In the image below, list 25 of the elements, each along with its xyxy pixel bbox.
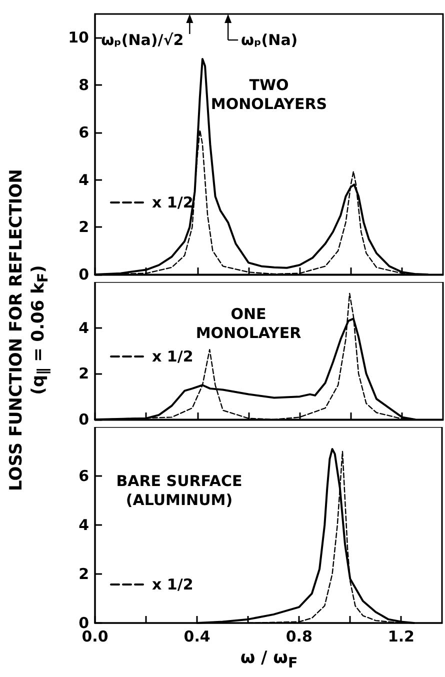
x-tick-label: 0.0 bbox=[82, 628, 108, 646]
y-tick-label: 2 bbox=[78, 364, 89, 383]
x-tick-label: 0.8 bbox=[286, 628, 312, 646]
annotation: ωₚ(Na) bbox=[241, 31, 298, 49]
x-tick-label: 1.2 bbox=[388, 628, 414, 646]
annotation: ONE MONOLAYER bbox=[196, 304, 302, 342]
legend-label: x 1/2 bbox=[152, 194, 194, 212]
annotation: ωₚ(Na)/√2 bbox=[101, 31, 184, 49]
y-tick-label: 0 bbox=[78, 266, 89, 284]
y-tick-label: 6 bbox=[78, 467, 89, 485]
y-tick-label: 4 bbox=[78, 516, 89, 534]
y-tick-label: 8 bbox=[78, 76, 89, 94]
y-tick-label: 6 bbox=[78, 123, 89, 142]
annotation: TWO MONOLAYERS bbox=[210, 76, 328, 114]
y-tick-label: 4 bbox=[78, 318, 89, 337]
x-tick-label: 0.4 bbox=[184, 628, 210, 646]
y-tick-label: 10 bbox=[68, 28, 89, 47]
y-tick-label: 2 bbox=[78, 565, 89, 583]
y-tick-label: 0 bbox=[78, 410, 89, 428]
legend-label: x 1/2 bbox=[152, 576, 194, 594]
x-axis-title: ω / ω$_{F}$ bbox=[239, 648, 299, 672]
y-tick-label: 2 bbox=[78, 218, 89, 236]
legend-label: x 1/2 bbox=[152, 348, 194, 366]
y-tick-label: 4 bbox=[78, 170, 89, 189]
annotation: BARE SURFACE (ALUMINUM) bbox=[116, 472, 242, 510]
